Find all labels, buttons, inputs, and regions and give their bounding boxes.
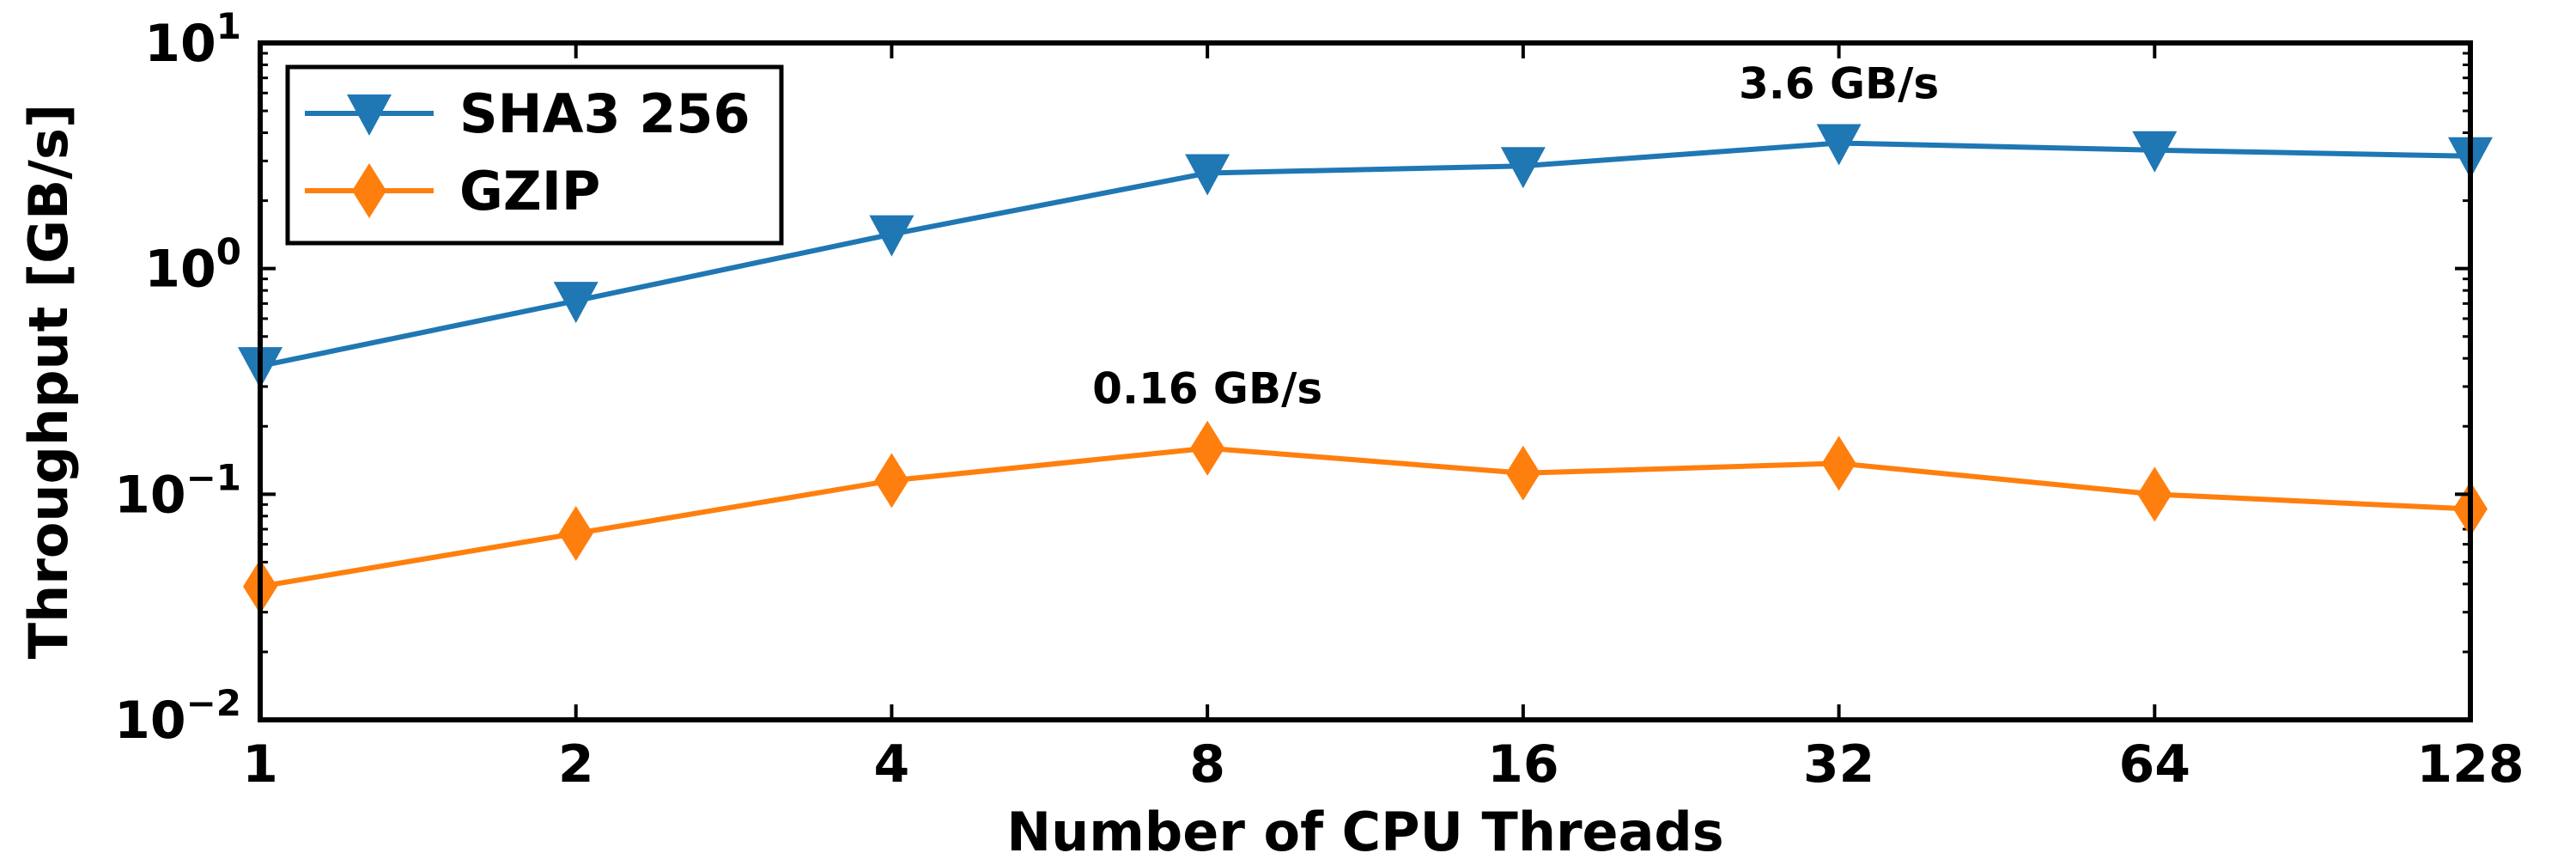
x-tick-label: 16 <box>1487 734 1559 795</box>
data-point-gzip <box>1505 445 1540 501</box>
series-line-gzip <box>259 445 2471 589</box>
y-tick-label: 10−2 <box>114 682 241 751</box>
x-tick-label: 2 <box>558 734 594 795</box>
y-axis-title: Throughput [GB/s] <box>17 104 80 659</box>
x-axis: 1 2 4 8 16 32 64 128 <box>242 43 2524 795</box>
data-point-gzip <box>558 506 593 562</box>
legend-entry-gzip: GZIP <box>305 160 600 222</box>
data-point-sha3-256 <box>1816 124 1862 166</box>
y-tick-label: 100 <box>144 231 241 300</box>
y-axis: 101 100 10−1 10−2 <box>114 5 2470 751</box>
data-point-gzip <box>1190 420 1225 476</box>
data-point-sha3-256 <box>1500 147 1546 189</box>
series-gzip <box>243 420 2488 614</box>
legend-marker-sha3-256 <box>347 94 392 136</box>
data-point-sha3-256 <box>553 282 598 324</box>
x-tick-label: 8 <box>1189 734 1225 795</box>
data-point-sha3-256 <box>1185 154 1230 196</box>
data-point-sha3-256 <box>869 215 914 257</box>
x-tick-label: 128 <box>2416 734 2524 795</box>
data-annotation: 3.6 GB/s <box>1739 59 1939 109</box>
data-point-gzip <box>2137 466 2172 522</box>
y-tick-label: 101 <box>144 5 241 74</box>
x-axis-title: Number of CPU Threads <box>1006 801 1723 859</box>
legend-label-sha3-256: SHA3 256 <box>459 82 750 145</box>
data-point-gzip <box>1821 436 1856 491</box>
x-tick-label: 32 <box>1803 734 1875 795</box>
legend-label-gzip: GZIP <box>459 160 600 222</box>
annotations: 3.6 GB/s 0.16 GB/s <box>1092 59 1939 414</box>
plot-frame <box>258 40 2473 722</box>
data-point-sha3-256 <box>2132 131 2178 173</box>
x-tick-label: 64 <box>2119 734 2191 795</box>
x-tick-label: 4 <box>874 734 910 795</box>
x-tick-label: 1 <box>242 734 278 795</box>
legend-marker-gzip <box>352 163 386 218</box>
series-line-sha3-256 <box>259 140 2471 369</box>
y-tick-label: 10−1 <box>114 456 241 525</box>
legend: SHA3 256 GZIP <box>285 64 784 246</box>
data-annotation: 0.16 GB/s <box>1092 364 1322 414</box>
legend-entry-sha3-256: SHA3 256 <box>305 82 750 145</box>
data-point-gzip <box>874 453 909 509</box>
